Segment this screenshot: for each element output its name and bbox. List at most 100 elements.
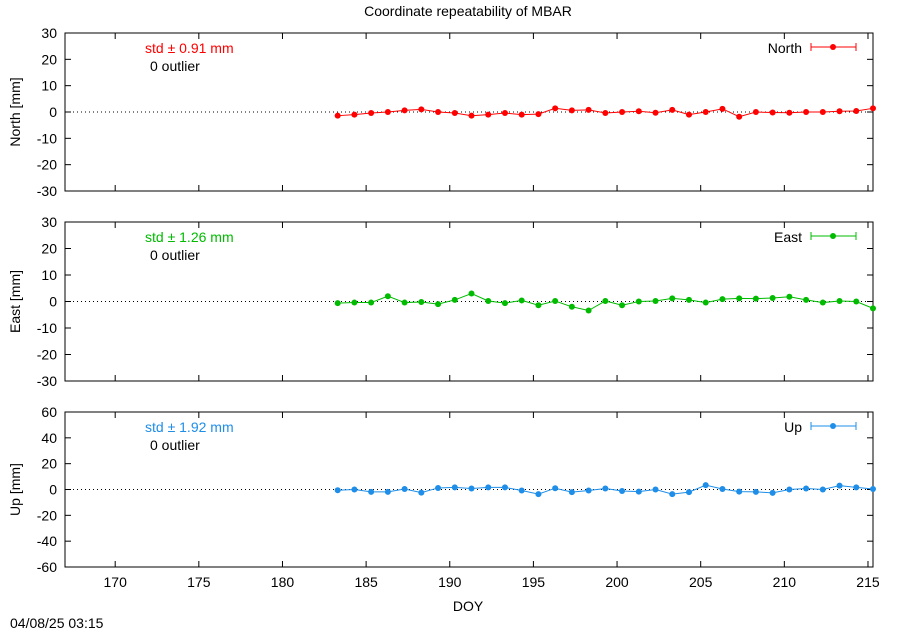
east-data-point — [719, 296, 726, 303]
up-y-tick-label: 40 — [41, 430, 57, 446]
east-data-point — [468, 290, 475, 297]
east-data-point — [435, 301, 442, 308]
up-data-point — [786, 486, 793, 493]
up-data-point — [501, 484, 508, 491]
north-legend-marker — [830, 44, 836, 50]
up-data-point — [518, 487, 525, 494]
east-data-point — [518, 297, 525, 304]
up-data-point — [803, 485, 810, 492]
up-panel: 60 40 20 0 -20 -40 -60 Up [mm] std ± 1.92 mm 0 ou… — [7, 404, 876, 575]
north-data-point — [786, 109, 793, 116]
timestamp-label: 04/08/25 03:15 — [10, 615, 104, 630]
north-data-point — [736, 113, 743, 120]
north-data-point — [685, 111, 692, 118]
north-data-point — [401, 107, 408, 114]
up-legend-label: Up — [784, 419, 802, 435]
up-y-tick-label: -40 — [37, 533, 57, 549]
north-data-point — [803, 109, 810, 115]
east-data-point — [485, 297, 492, 304]
up-data-point — [468, 485, 475, 492]
east-data-point — [351, 299, 358, 306]
east-y-tick-label: 30 — [41, 214, 57, 230]
north-data-point — [435, 109, 442, 115]
east-data-point — [501, 300, 508, 307]
north-panel: 30 20 10 0 -10 -20 -30 North [mm] std ± 0.91 mm 0… — [7, 25, 876, 199]
north-y-tick-label: 0 — [49, 104, 57, 120]
up-data-point — [552, 485, 559, 492]
north-y-tick-label: -10 — [37, 130, 57, 146]
x-tick-label: 180 — [271, 574, 295, 590]
north-legend-label: North — [768, 40, 802, 56]
east-outlier-annotation: 0 outlier — [150, 247, 200, 263]
north-data-point — [485, 111, 492, 118]
up-data-point — [535, 491, 542, 498]
east-data-point — [401, 299, 408, 306]
x-tick-label: 210 — [773, 574, 797, 590]
east-data-point — [853, 298, 860, 305]
north-data-point — [870, 105, 876, 112]
north-data-point — [635, 108, 642, 115]
north-data-point — [552, 105, 559, 112]
north-data-point — [535, 111, 542, 118]
north-data-point — [368, 110, 375, 117]
up-outlier-annotation: 0 outlier — [150, 437, 200, 453]
x-tick-label: 190 — [438, 574, 462, 590]
north-data-point — [769, 109, 776, 116]
east-data-point — [451, 296, 458, 303]
east-y-tick-label: -10 — [37, 320, 57, 336]
east-std-annotation: std ± 1.26 mm — [145, 229, 234, 245]
east-data-point — [585, 307, 592, 314]
x-tick-label: 170 — [104, 574, 128, 590]
up-y-tick-label: 20 — [41, 456, 57, 472]
up-data-point — [652, 486, 659, 493]
north-data-point — [468, 112, 475, 119]
up-data-point — [619, 488, 626, 495]
north-data-point — [334, 112, 341, 119]
north-data-point — [351, 111, 358, 118]
north-data-point — [836, 108, 843, 115]
north-data-point — [669, 106, 676, 113]
east-y-tick-label: 20 — [41, 241, 57, 257]
north-data-point — [819, 109, 826, 115]
east-y-tick-label: -20 — [37, 347, 57, 363]
north-y-tick-label: 10 — [41, 78, 57, 94]
north-data-point — [418, 106, 425, 113]
up-data-point — [485, 484, 492, 491]
x-tick-label: 215 — [856, 574, 880, 590]
up-data-point — [719, 485, 726, 492]
x-tick-label: 175 — [187, 574, 211, 590]
east-y-tick-label: 10 — [41, 267, 57, 283]
up-data-point — [334, 487, 341, 494]
up-data-point — [853, 484, 860, 491]
up-data-point — [836, 482, 843, 489]
north-y-tick-label: -20 — [37, 157, 57, 173]
north-data-point — [702, 109, 709, 115]
east-data-point — [535, 302, 542, 309]
up-data-point — [736, 488, 743, 495]
east-data-point — [652, 297, 659, 304]
east-data-point — [702, 299, 709, 306]
east-data-point — [685, 296, 692, 303]
east-data-point — [552, 297, 559, 304]
north-y-tick-label: -30 — [37, 183, 57, 199]
up-y-tick-label: 60 — [41, 404, 57, 420]
up-data-point — [769, 489, 776, 496]
east-data-point — [619, 302, 626, 309]
up-data-point — [702, 482, 709, 489]
north-data-point — [752, 109, 759, 115]
north-data-point — [451, 110, 458, 117]
east-data-point — [870, 305, 876, 312]
east-data-point — [384, 293, 391, 300]
up-data-point — [585, 487, 592, 494]
up-data-point — [384, 488, 391, 495]
up-data-point — [351, 486, 358, 493]
up-data-point — [401, 485, 408, 492]
up-data-point — [418, 489, 425, 496]
east-panel: 30 20 10 0 -10 -20 -30 East [mm] std ± 1.26 mm 0 … — [7, 214, 876, 389]
x-tick-label: 185 — [354, 574, 378, 590]
north-data-point — [602, 110, 609, 117]
east-data-point — [736, 295, 743, 302]
east-data-point — [568, 303, 575, 310]
x-tick-label: 205 — [689, 574, 713, 590]
